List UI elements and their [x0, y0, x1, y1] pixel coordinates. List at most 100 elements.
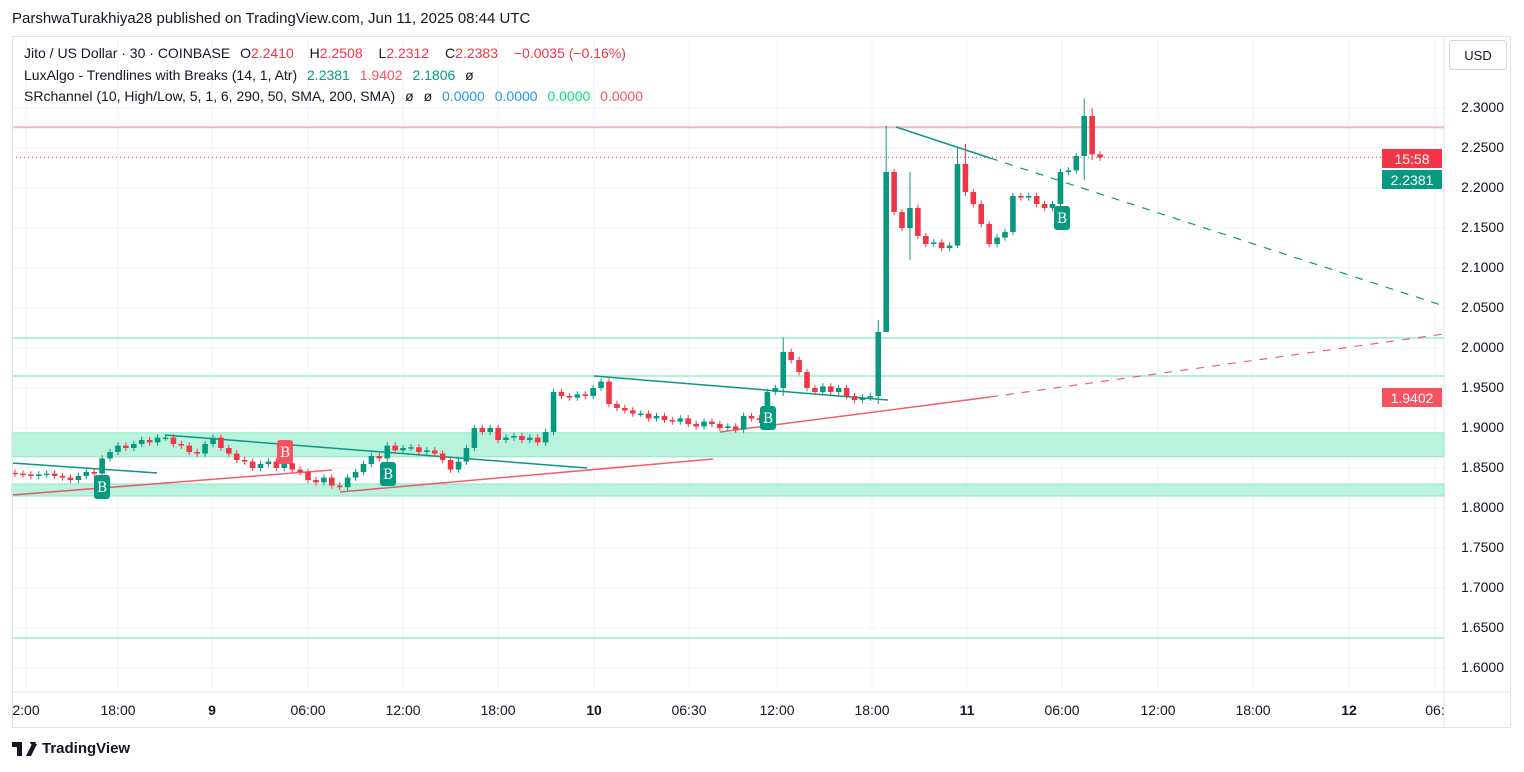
candle-body — [344, 477, 351, 488]
candle — [154, 434, 161, 446]
candle — [780, 337, 787, 396]
candle-body — [431, 450, 438, 454]
break-label-box — [1054, 206, 1070, 230]
symbol-name[interactable]: Jito / US Dollar · 30 · COINBASE — [24, 45, 231, 61]
indicator-name[interactable]: SRchannel (10, High/Low, 5, 1, 6, 290, 5… — [24, 88, 396, 104]
candle — [352, 468, 359, 481]
candle-body — [1010, 196, 1016, 232]
candle — [146, 436, 153, 446]
candle-body — [1049, 204, 1056, 208]
candle-body — [653, 416, 660, 419]
candle-body — [851, 396, 858, 400]
candle — [360, 460, 367, 476]
candle-body — [416, 447, 422, 452]
trendline-upper — [895, 126, 991, 159]
candle-body — [75, 476, 82, 480]
price-tick-label: 2.3000 — [1461, 99, 1504, 115]
candle — [226, 444, 232, 457]
close-label: C — [445, 45, 456, 61]
time-tick-label: 2:00 — [12, 702, 40, 718]
candle-body — [131, 444, 137, 448]
candle-body — [701, 421, 707, 427]
candle — [788, 348, 794, 364]
high-label: H — [309, 45, 320, 61]
candle-body — [202, 444, 208, 454]
candle-body — [820, 386, 826, 392]
candle — [558, 388, 565, 400]
candle-body — [1081, 116, 1087, 156]
price-tick-label: 1.6500 — [1461, 619, 1504, 635]
indicator-value: ø — [423, 88, 433, 104]
candle-body — [962, 164, 969, 192]
candle-body — [1018, 196, 1024, 198]
price-tick-label: 1.7000 — [1461, 579, 1504, 595]
candle — [899, 208, 905, 232]
time-tick-label: 18:00 — [854, 702, 890, 718]
break-label: B — [94, 475, 110, 499]
candle — [28, 471, 34, 480]
candle — [622, 404, 628, 414]
price-tick-label: 2.0000 — [1461, 339, 1504, 355]
indicator-value: 2.1806 — [412, 67, 456, 83]
candle — [1073, 152, 1080, 174]
candle-body — [392, 445, 398, 451]
break-label-text: B — [383, 467, 393, 483]
candle — [946, 242, 953, 252]
candle-body — [463, 448, 470, 462]
candle — [542, 428, 549, 446]
candle-body — [907, 208, 913, 228]
candle — [408, 444, 414, 452]
upper-trend-price-badge: 2.2381 — [1382, 170, 1442, 189]
candle — [495, 424, 501, 444]
candle — [210, 434, 216, 448]
indicator-name[interactable]: LuxAlgo - Trendlines with Breaks (14, 1,… — [24, 67, 298, 83]
candle — [669, 416, 676, 425]
candle — [123, 442, 129, 452]
candle-body — [677, 418, 684, 422]
candle — [994, 234, 1000, 248]
candle — [970, 188, 977, 208]
candle-body — [534, 437, 541, 443]
price-tick-label: 2.1000 — [1461, 259, 1504, 275]
candle-body — [376, 456, 383, 459]
candle — [938, 239, 945, 252]
candle — [1025, 192, 1032, 201]
candle-body — [424, 450, 430, 452]
candle-body — [542, 432, 549, 443]
break-label: B — [380, 462, 396, 486]
time-tick-label: 12 — [1341, 702, 1357, 718]
candle — [265, 458, 272, 468]
candle — [685, 415, 691, 428]
candle — [519, 432, 525, 444]
candle-body — [566, 396, 573, 398]
price-tick-label: 1.6000 — [1461, 659, 1504, 675]
candle — [1033, 192, 1040, 208]
open-label: O — [240, 45, 251, 61]
chart-frame — [12, 36, 1511, 728]
candle-body — [812, 388, 818, 392]
candle-body — [843, 388, 850, 396]
tradingview-logo[interactable]: TradingView — [12, 740, 130, 757]
price-tick-label: 1.9000 — [1461, 419, 1504, 435]
candle — [218, 434, 224, 452]
candle-body — [218, 437, 224, 448]
candle — [867, 392, 874, 401]
candle-body — [99, 458, 105, 474]
currency-button[interactable]: USD — [1449, 40, 1507, 70]
candle-body — [574, 394, 581, 398]
break-label-box — [380, 462, 396, 486]
candle-body — [487, 428, 493, 432]
candle-body — [43, 473, 50, 476]
candle — [1081, 98, 1087, 180]
candle — [202, 440, 208, 457]
candle — [138, 436, 145, 448]
candle-body — [495, 428, 501, 440]
candle-body — [471, 428, 478, 448]
candle-body — [748, 416, 755, 419]
indicator-value: 0.0000 — [547, 88, 591, 104]
candle-body — [28, 474, 34, 476]
candle-body — [558, 392, 565, 396]
candle-body — [59, 476, 66, 478]
candle-body — [1073, 156, 1080, 171]
